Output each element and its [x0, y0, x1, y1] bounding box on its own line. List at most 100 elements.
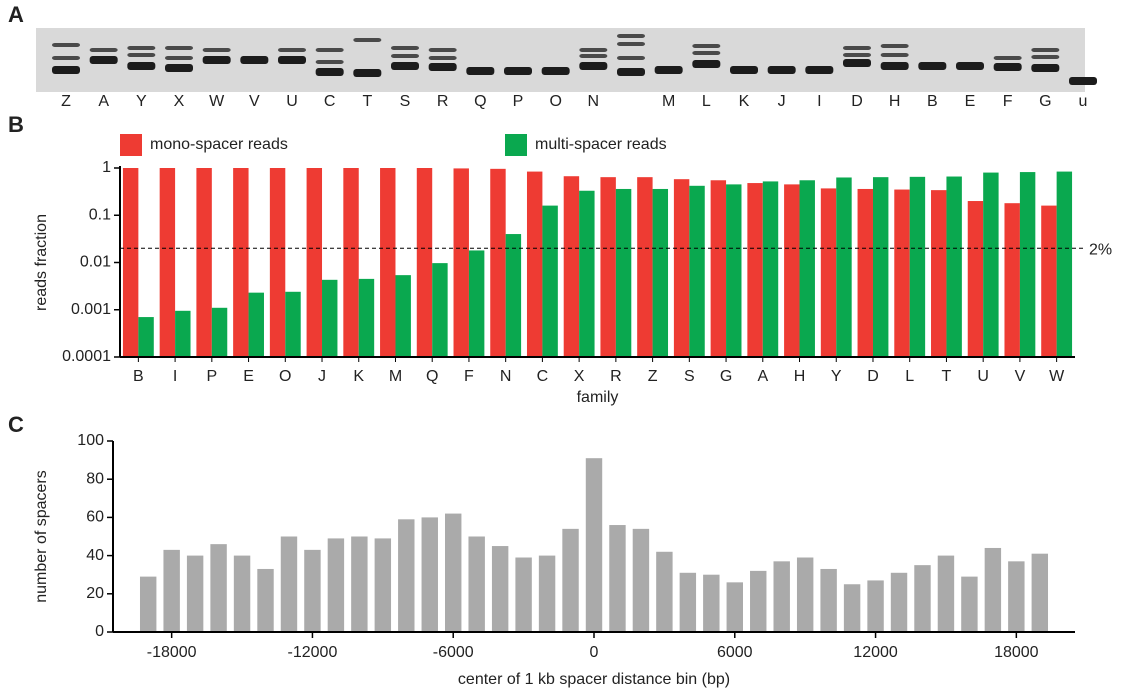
gel-band — [692, 44, 720, 48]
bar — [600, 177, 615, 357]
bar — [359, 279, 374, 357]
bar — [914, 565, 930, 632]
bar — [515, 558, 531, 632]
bar — [398, 519, 414, 632]
gel-band — [127, 62, 155, 70]
lane-label: E — [965, 93, 976, 110]
y-tick-label: 0.001 — [71, 301, 111, 318]
bar — [946, 177, 961, 357]
lane-label: P — [513, 93, 524, 110]
gel-band — [316, 68, 344, 76]
bar — [637, 177, 652, 357]
bar — [1020, 172, 1035, 357]
gel-band — [391, 46, 419, 50]
bar — [454, 168, 469, 357]
gel-band — [579, 48, 607, 52]
bar — [1041, 206, 1056, 357]
x-tick-label: K — [353, 368, 364, 385]
bar — [163, 550, 179, 632]
bar — [763, 181, 778, 357]
x-tick-label: -6000 — [433, 644, 474, 661]
x-tick-label: A — [757, 368, 768, 385]
bar — [711, 180, 726, 357]
y-tick-label: 0 — [95, 623, 104, 640]
bar — [160, 168, 175, 357]
gel-band — [542, 67, 570, 75]
gel-band — [617, 56, 645, 60]
gel-band — [429, 56, 457, 60]
x-tick-label: J — [318, 368, 326, 385]
lane-label: B — [927, 93, 938, 110]
lane-label: W — [209, 93, 225, 110]
x-tick-label: -18000 — [147, 644, 197, 661]
y-tick-label: 40 — [86, 547, 104, 564]
gel-band — [278, 56, 306, 64]
lane-label: X — [174, 93, 185, 110]
gel-band — [240, 56, 268, 64]
x-tick-label: P — [206, 368, 217, 385]
bar — [307, 168, 322, 357]
x-axis-label: center of 1 kb spacer distance bin (bp) — [458, 671, 730, 688]
gel-band — [52, 66, 80, 74]
x-tick-label: N — [500, 368, 512, 385]
y-tick-label: 60 — [86, 509, 104, 526]
gel-band — [692, 51, 720, 55]
bar — [527, 172, 542, 357]
lane-label: u — [1079, 93, 1088, 110]
x-tick-label: 0 — [590, 644, 599, 661]
x-tick-label: F — [464, 368, 474, 385]
bar — [343, 168, 358, 357]
bar — [891, 573, 907, 632]
x-tick-label: O — [279, 368, 291, 385]
y-tick-label: 0.0001 — [62, 348, 111, 365]
gel-band — [429, 48, 457, 52]
gel-band — [730, 66, 758, 74]
bar — [380, 168, 395, 357]
gel-band — [316, 60, 344, 64]
bar — [187, 556, 203, 632]
gel-band — [956, 62, 984, 70]
gel-band — [579, 62, 607, 70]
gel-band — [617, 34, 645, 38]
gel-band — [1031, 64, 1059, 72]
lane-label: A — [98, 93, 109, 110]
x-tick-label: 6000 — [717, 644, 753, 661]
lane-label: N — [588, 93, 600, 110]
bar — [985, 548, 1001, 632]
bar — [821, 188, 836, 357]
bar — [656, 552, 672, 632]
bar — [836, 177, 851, 357]
lane-label: R — [437, 93, 449, 110]
lane-label: Z — [61, 93, 71, 110]
bar — [867, 580, 883, 632]
panel-label: A — [8, 2, 24, 27]
y-axis-label: reads fraction — [33, 214, 50, 311]
bar — [564, 176, 579, 357]
bar — [858, 189, 873, 357]
bar — [123, 168, 138, 357]
gel-band — [692, 60, 720, 68]
gel-band — [127, 53, 155, 57]
bar — [586, 458, 602, 632]
bar — [1057, 172, 1072, 357]
bar — [234, 556, 250, 632]
gel-band — [843, 46, 871, 50]
bar — [1032, 554, 1048, 632]
gel-band — [617, 42, 645, 46]
x-tick-label: M — [389, 368, 402, 385]
x-tick-label: B — [133, 368, 144, 385]
gel-band — [391, 54, 419, 58]
bar — [703, 575, 719, 632]
lane-label: U — [286, 93, 298, 110]
bar — [968, 201, 983, 357]
bar — [931, 190, 946, 357]
lane-label: Q — [474, 93, 486, 110]
y-tick-label: 80 — [86, 470, 104, 487]
bar — [445, 514, 461, 632]
bar — [542, 206, 557, 357]
x-tick-label: R — [610, 368, 622, 385]
gel-band — [90, 56, 118, 64]
lane-label: S — [400, 93, 411, 110]
lane-label: G — [1039, 93, 1051, 110]
bar — [983, 173, 998, 357]
